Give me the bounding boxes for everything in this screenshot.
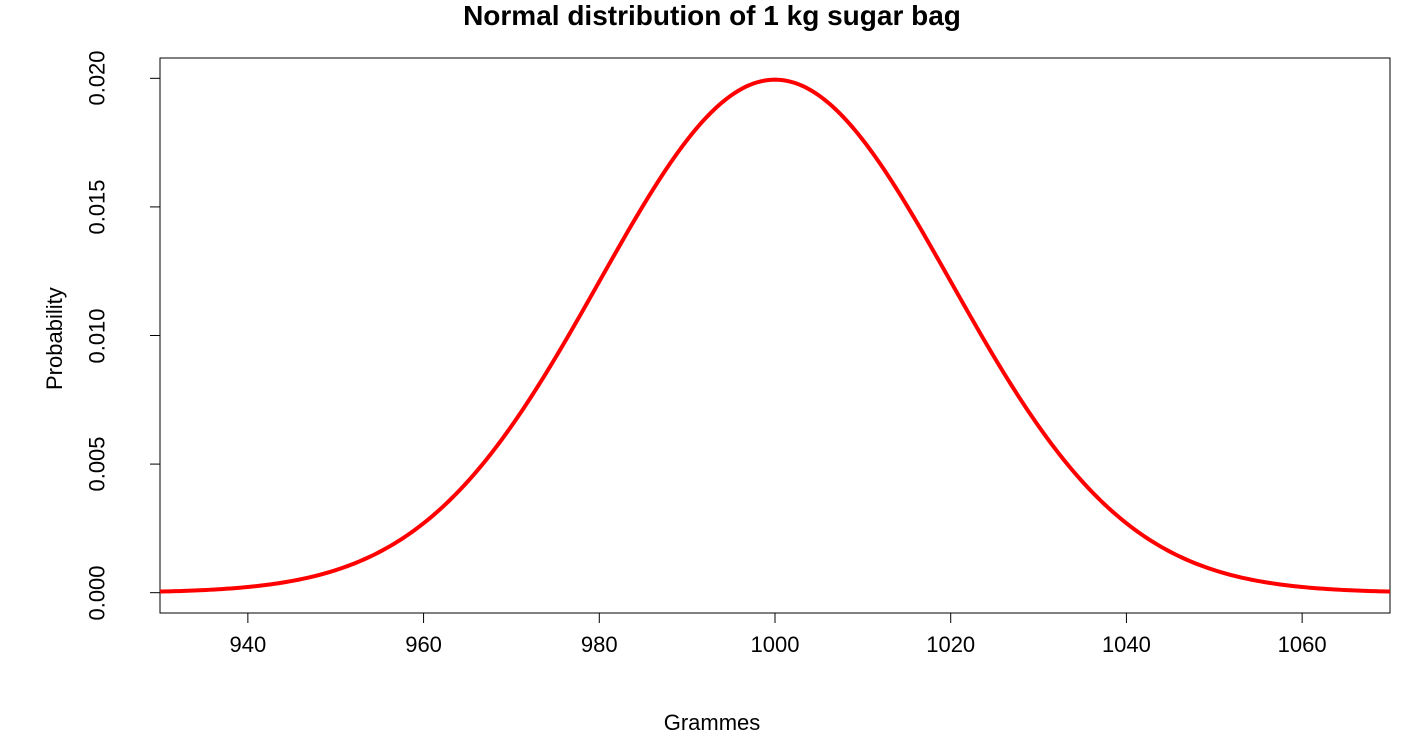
- y-tick-label: 0.010: [85, 308, 111, 363]
- x-tick-label: 1060: [1278, 632, 1327, 658]
- chart-container: Normal distribution of 1 kg sugar bag Pr…: [0, 0, 1424, 752]
- y-tick-label: 0.005: [85, 437, 111, 492]
- x-tick-label: 980: [581, 632, 618, 658]
- x-tick-label: 960: [405, 632, 442, 658]
- y-tick-label: 0.015: [85, 179, 111, 234]
- x-tick-label: 1000: [751, 632, 800, 658]
- x-tick-label: 1040: [1102, 632, 1151, 658]
- x-tick-label: 1020: [926, 632, 975, 658]
- y-tick-label: 0.000: [85, 565, 111, 620]
- plot-area: [0, 0, 1424, 752]
- y-tick-label: 0.020: [85, 51, 111, 106]
- x-tick-label: 940: [229, 632, 266, 658]
